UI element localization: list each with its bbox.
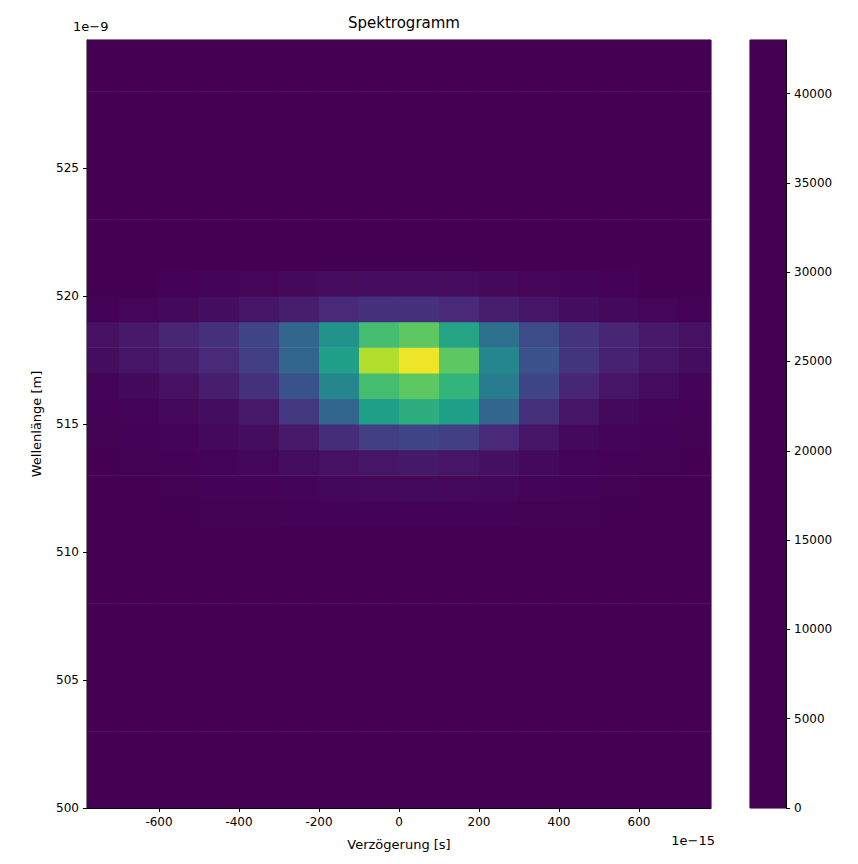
svg-text:25000: 25000: [794, 354, 832, 368]
svg-text:35000: 35000: [794, 176, 832, 190]
svg-text:505: 505: [56, 673, 79, 687]
svg-text:10000: 10000: [794, 622, 832, 636]
svg-text:1e−15: 1e−15: [671, 833, 715, 848]
svg-text:-400: -400: [225, 815, 252, 829]
svg-text:30000: 30000: [794, 265, 832, 279]
svg-text:500: 500: [56, 801, 79, 815]
svg-text:5000: 5000: [794, 712, 825, 726]
svg-text:Wellenlänge [m]: Wellenlänge [m]: [29, 371, 44, 478]
svg-text:515: 515: [56, 417, 79, 431]
svg-text:0: 0: [395, 815, 403, 829]
svg-text:600: 600: [628, 815, 651, 829]
svg-text:400: 400: [548, 815, 571, 829]
svg-text:-200: -200: [305, 815, 332, 829]
svg-text:-600: -600: [145, 815, 172, 829]
svg-text:510: 510: [56, 545, 79, 559]
svg-text:Spektrogramm: Spektrogramm: [348, 14, 460, 32]
svg-text:40000: 40000: [794, 87, 832, 101]
svg-text:Verzögerung [s]: Verzögerung [s]: [347, 837, 450, 852]
svg-text:0: 0: [794, 801, 802, 815]
svg-text:525: 525: [56, 161, 79, 175]
svg-text:200: 200: [468, 815, 491, 829]
svg-text:1e−9: 1e−9: [73, 19, 108, 34]
svg-text:20000: 20000: [794, 444, 832, 458]
svg-text:15000: 15000: [794, 533, 832, 547]
svg-text:520: 520: [56, 289, 79, 303]
